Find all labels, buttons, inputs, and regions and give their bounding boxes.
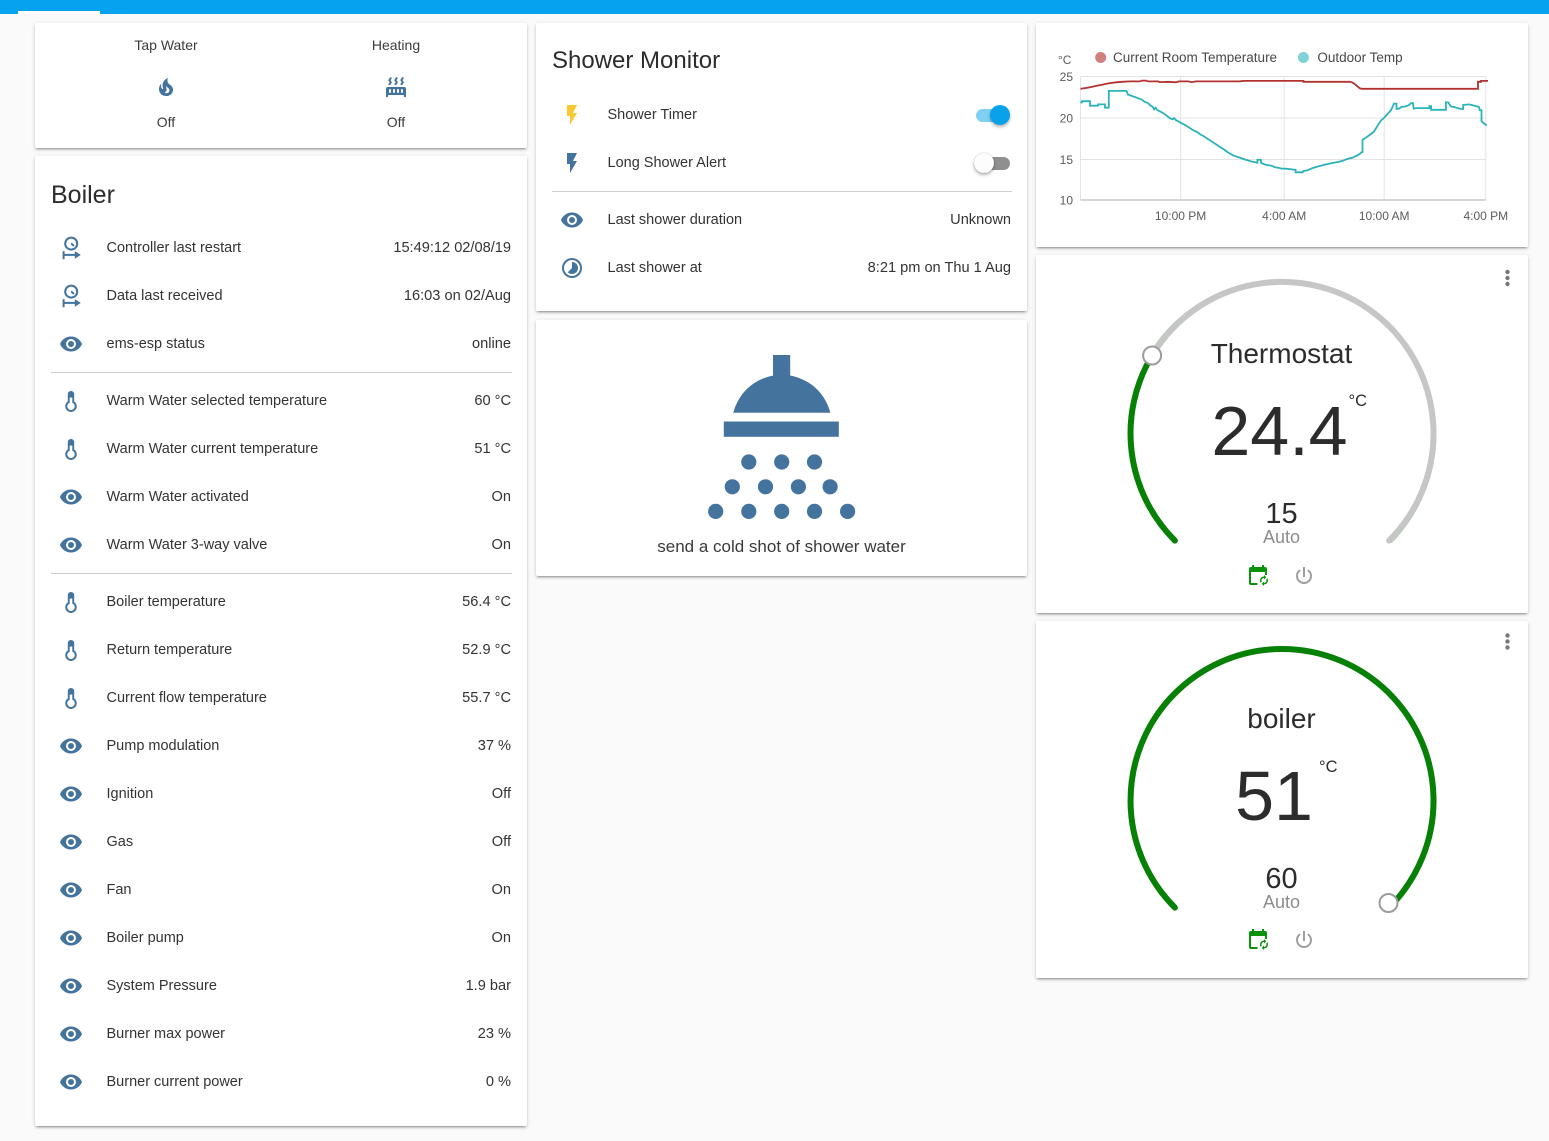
svg-text:4:00 AM: 4:00 AM bbox=[1262, 209, 1306, 223]
svg-text:Current Room Temperature: Current Room Temperature bbox=[1113, 50, 1277, 65]
svg-text:10:00 PM: 10:00 PM bbox=[1155, 209, 1206, 223]
svg-text:4:00 PM: 4:00 PM bbox=[1463, 209, 1508, 223]
svg-text:°C: °C bbox=[1058, 53, 1072, 67]
svg-text:15: 15 bbox=[1060, 153, 1074, 167]
svg-text:Outdoor Temp: Outdoor Temp bbox=[1317, 50, 1402, 65]
svg-text:25: 25 bbox=[1060, 70, 1074, 84]
svg-text:10:00 AM: 10:00 AM bbox=[1359, 209, 1410, 223]
svg-text:10: 10 bbox=[1060, 194, 1074, 208]
svg-text:20: 20 bbox=[1060, 112, 1074, 126]
